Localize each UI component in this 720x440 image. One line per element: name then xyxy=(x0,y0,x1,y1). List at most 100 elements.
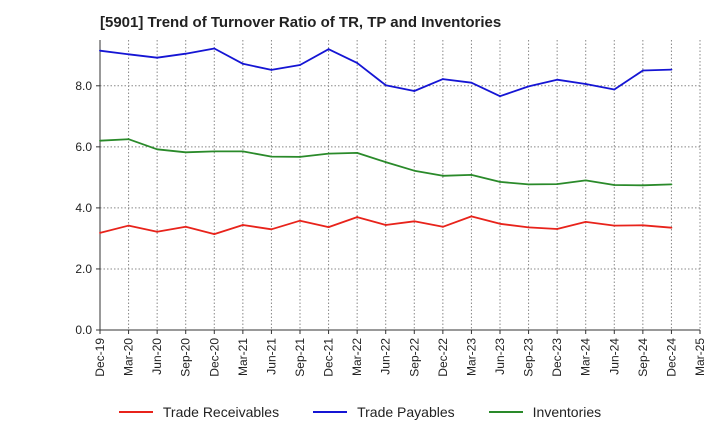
data-point-0-0 xyxy=(99,232,101,234)
x-tick-label-2: Jun-20 xyxy=(150,338,164,375)
data-point-0-3 xyxy=(184,225,187,228)
data-point-2-11 xyxy=(413,169,416,172)
data-point-1-11 xyxy=(413,90,416,92)
x-tick-label-6: Jun-21 xyxy=(264,338,278,375)
data-point-2-1 xyxy=(127,138,130,141)
data-point-2-8 xyxy=(327,152,330,155)
data-point-1-19 xyxy=(641,69,644,72)
data-point-2-16 xyxy=(556,183,559,185)
data-point-2-20 xyxy=(670,183,673,186)
data-point-1-18 xyxy=(613,88,616,91)
x-tick-label-15: Sep-23 xyxy=(522,338,536,377)
x-tick-label-20: Dec-24 xyxy=(664,338,678,377)
label-layer: 0.0 2.0 4.0 6.0 8.0 Dec-19 Mar-20 Jun-20 Sep-20 D… xyxy=(75,79,707,377)
x-tick-label-17: Mar-24 xyxy=(579,338,593,376)
data-point-1-1 xyxy=(127,53,130,56)
y-tick-label-0: 0.0 xyxy=(75,323,92,337)
x-tick-label-14: Jun-23 xyxy=(493,338,507,375)
data-point-0-16 xyxy=(556,228,559,230)
x-tick-label-0: Dec-19 xyxy=(93,338,107,377)
data-point-1-4 xyxy=(213,47,216,50)
series-layer xyxy=(99,47,673,236)
legend-item-trade-receivables: Trade Receivables xyxy=(118,404,280,420)
data-point-2-15 xyxy=(527,183,530,186)
data-point-0-13 xyxy=(470,215,473,218)
data-point-2-13 xyxy=(470,174,473,176)
data-point-2-5 xyxy=(241,150,244,153)
legend-label: Trade Payables xyxy=(357,404,455,420)
data-point-0-14 xyxy=(499,222,501,225)
data-point-2-17 xyxy=(584,179,587,182)
data-point-2-9 xyxy=(356,152,359,154)
data-point-0-17 xyxy=(584,221,587,223)
x-tick-label-4: Dec-20 xyxy=(207,338,221,377)
legend: Trade Receivables Trade Payables Inventori… xyxy=(0,404,720,420)
x-tick-label-1: Mar-20 xyxy=(122,338,136,376)
y-tick-label-1: 2.0 xyxy=(75,262,92,276)
data-point-1-8 xyxy=(327,48,330,51)
data-point-0-18 xyxy=(613,224,616,227)
x-tick-label-16: Dec-23 xyxy=(550,338,564,377)
y-tick-label-4: 8.0 xyxy=(75,79,92,93)
data-point-0-12 xyxy=(441,225,444,228)
x-tick-label-10: Jun-22 xyxy=(379,338,393,375)
data-point-0-11 xyxy=(413,220,416,223)
data-point-0-1 xyxy=(127,224,130,227)
data-point-0-5 xyxy=(241,224,244,226)
legend-item-inventories: Inventories xyxy=(488,404,602,420)
x-tick-label-13: Mar-23 xyxy=(464,338,478,376)
x-tick-label-8: Dec-21 xyxy=(322,338,336,377)
data-point-0-4 xyxy=(213,233,216,236)
x-tick-label-9: Mar-22 xyxy=(350,338,364,376)
x-tick-label-7: Sep-21 xyxy=(293,338,307,377)
data-point-2-7 xyxy=(299,156,301,158)
data-point-2-12 xyxy=(441,174,444,177)
y-tick-label-2: 4.0 xyxy=(75,201,92,215)
data-point-1-15 xyxy=(527,85,530,88)
data-point-1-14 xyxy=(499,95,501,98)
data-point-2-2 xyxy=(156,148,159,151)
data-point-0-20 xyxy=(670,226,673,229)
data-point-0-6 xyxy=(270,228,273,231)
legend-item-trade-payables: Trade Payables xyxy=(313,404,455,420)
data-point-0-19 xyxy=(641,224,644,227)
axis-layer xyxy=(96,40,701,334)
data-point-1-0 xyxy=(99,49,101,52)
data-point-0-2 xyxy=(156,230,159,233)
data-point-1-20 xyxy=(670,68,673,71)
data-point-0-9 xyxy=(356,216,359,218)
data-point-1-17 xyxy=(584,83,587,85)
data-point-2-19 xyxy=(641,184,644,187)
legend-swatch xyxy=(313,411,348,413)
data-point-1-10 xyxy=(384,84,387,87)
data-point-2-0 xyxy=(99,139,101,142)
data-point-1-16 xyxy=(556,78,559,81)
legend-swatch xyxy=(488,411,523,413)
chart-title: [5901] Trend of Turnover Ratio of TR, TP… xyxy=(100,14,502,31)
x-tick-label-18: Jun-24 xyxy=(607,338,621,375)
data-point-0-15 xyxy=(527,226,530,229)
data-point-2-6 xyxy=(270,155,273,158)
x-tick-label-21: Mar-25 xyxy=(693,338,707,376)
data-point-2-14 xyxy=(499,181,501,183)
data-point-2-10 xyxy=(384,161,387,164)
data-point-1-12 xyxy=(441,78,444,80)
x-tick-label-19: Sep-24 xyxy=(636,338,650,377)
data-point-1-13 xyxy=(470,81,473,84)
x-tick-label-11: Sep-22 xyxy=(407,338,421,377)
data-point-1-5 xyxy=(241,62,244,65)
legend-label: Inventories xyxy=(532,404,602,420)
x-tick-label-3: Sep-20 xyxy=(179,338,193,377)
data-point-0-10 xyxy=(384,224,387,226)
y-tick-label-3: 6.0 xyxy=(75,140,92,154)
data-point-1-3 xyxy=(184,52,187,55)
x-tick-label-5: Mar-21 xyxy=(236,338,250,376)
legend-label: Trade Receivables xyxy=(162,404,280,420)
x-tick-label-12: Dec-22 xyxy=(436,338,450,377)
data-point-0-7 xyxy=(299,219,301,222)
data-point-1-2 xyxy=(156,56,159,59)
data-point-1-7 xyxy=(299,64,301,66)
data-point-2-3 xyxy=(184,151,187,154)
legend-swatch xyxy=(118,411,153,413)
